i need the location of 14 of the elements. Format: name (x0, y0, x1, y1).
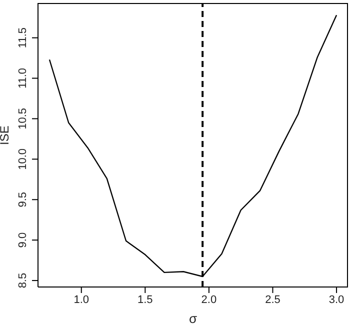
y-tick-label: 10.5 (17, 108, 29, 130)
y-tick-label: 8.5 (17, 272, 29, 288)
x-tick-label: 3.0 (328, 294, 344, 306)
x-tick-label: 2.0 (201, 294, 217, 306)
y-tick-label: 9.0 (17, 232, 29, 248)
x-tick-label: 1.0 (74, 294, 90, 306)
x-axis-title: σ (188, 311, 198, 326)
y-tick-label: 11.5 (17, 27, 29, 48)
y-tick-label: 9.5 (17, 192, 29, 208)
y-axis-title: ISE (0, 126, 12, 145)
x-tick-label: 2.5 (265, 294, 280, 306)
y-tick-label: 10.0 (17, 148, 29, 170)
x-tick-label: 1.5 (138, 294, 153, 306)
y-tick-label: 11.0 (17, 68, 29, 89)
